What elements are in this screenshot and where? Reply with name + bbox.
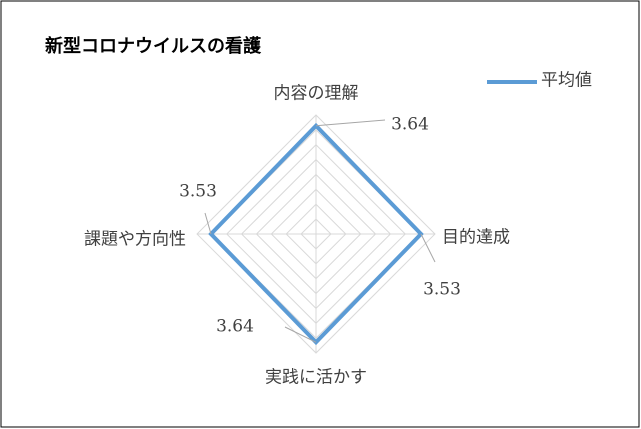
leader-line <box>284 326 317 343</box>
leader-line <box>204 212 212 235</box>
value-label: 3.64 <box>391 115 429 135</box>
value-label: 3.53 <box>179 182 217 202</box>
category-label: 目的達成 <box>442 228 510 248</box>
leader-line <box>420 233 436 263</box>
legend-label: 平均値 <box>541 71 592 91</box>
category-label: 実践に活かす <box>265 368 367 388</box>
value-label: 3.53 <box>423 280 461 300</box>
chart-title: 新型コロナウイルスの看護 <box>45 35 262 57</box>
category-label: 課題や方向性 <box>84 230 186 250</box>
leader-line <box>315 119 386 127</box>
value-label: 3.64 <box>216 317 254 337</box>
category-label: 内容の理解 <box>274 84 359 104</box>
